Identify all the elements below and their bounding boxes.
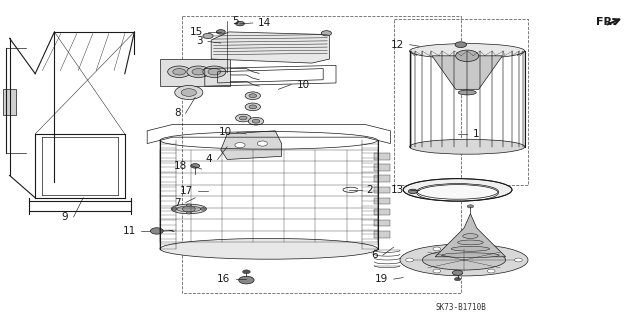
Ellipse shape bbox=[177, 206, 201, 212]
Text: FR.: FR. bbox=[596, 17, 617, 27]
Bar bbox=[394, 19, 528, 185]
Circle shape bbox=[191, 164, 200, 168]
Circle shape bbox=[467, 205, 474, 208]
Bar bbox=[374, 198, 390, 204]
Circle shape bbox=[257, 141, 268, 146]
Circle shape bbox=[249, 94, 257, 98]
Circle shape bbox=[239, 116, 247, 120]
Circle shape bbox=[321, 31, 332, 36]
Bar bbox=[160, 59, 230, 86]
Circle shape bbox=[236, 114, 251, 122]
Text: 8: 8 bbox=[174, 108, 180, 118]
Text: 17: 17 bbox=[180, 186, 193, 197]
Circle shape bbox=[236, 21, 244, 26]
Text: SK73-B1710B: SK73-B1710B bbox=[435, 303, 486, 312]
Circle shape bbox=[203, 66, 226, 78]
Circle shape bbox=[150, 228, 163, 234]
Circle shape bbox=[181, 89, 196, 96]
Circle shape bbox=[172, 208, 177, 210]
Text: 7: 7 bbox=[174, 197, 180, 208]
Circle shape bbox=[245, 103, 260, 111]
Polygon shape bbox=[211, 32, 330, 63]
Circle shape bbox=[168, 66, 191, 78]
Circle shape bbox=[200, 208, 205, 210]
Circle shape bbox=[239, 276, 254, 284]
Text: 10: 10 bbox=[218, 127, 232, 137]
Circle shape bbox=[408, 189, 417, 194]
Bar bbox=[3, 89, 16, 115]
Ellipse shape bbox=[463, 234, 478, 239]
Circle shape bbox=[186, 204, 191, 206]
Text: 19: 19 bbox=[375, 274, 388, 284]
Circle shape bbox=[433, 247, 440, 251]
Ellipse shape bbox=[410, 44, 525, 58]
Circle shape bbox=[456, 50, 479, 62]
Circle shape bbox=[208, 69, 221, 75]
Text: 6: 6 bbox=[371, 250, 378, 260]
Ellipse shape bbox=[458, 90, 476, 95]
Bar bbox=[374, 220, 390, 226]
Text: 12: 12 bbox=[391, 40, 404, 50]
Text: 2: 2 bbox=[367, 185, 373, 195]
Polygon shape bbox=[435, 214, 506, 257]
Text: 5: 5 bbox=[232, 16, 239, 26]
Bar bbox=[374, 153, 390, 160]
Polygon shape bbox=[432, 56, 502, 89]
Circle shape bbox=[192, 69, 205, 75]
Circle shape bbox=[488, 247, 495, 251]
Circle shape bbox=[248, 117, 264, 125]
Ellipse shape bbox=[451, 247, 490, 251]
Text: 1: 1 bbox=[472, 129, 479, 139]
Ellipse shape bbox=[400, 244, 528, 276]
Ellipse shape bbox=[403, 179, 512, 201]
Text: 14: 14 bbox=[258, 18, 271, 28]
Polygon shape bbox=[221, 131, 282, 160]
Ellipse shape bbox=[442, 253, 499, 258]
Circle shape bbox=[203, 33, 213, 39]
Text: 15: 15 bbox=[189, 27, 203, 37]
Ellipse shape bbox=[410, 139, 525, 154]
Circle shape bbox=[175, 85, 203, 100]
Bar bbox=[374, 209, 390, 215]
Circle shape bbox=[249, 105, 257, 109]
Text: 18: 18 bbox=[173, 161, 187, 171]
Bar bbox=[374, 187, 390, 193]
Text: 3: 3 bbox=[196, 36, 203, 47]
Ellipse shape bbox=[417, 185, 499, 201]
Circle shape bbox=[243, 270, 250, 274]
Text: 9: 9 bbox=[62, 212, 68, 222]
Ellipse shape bbox=[458, 240, 483, 245]
Bar bbox=[374, 175, 390, 182]
Text: 16: 16 bbox=[217, 274, 230, 284]
Circle shape bbox=[455, 42, 467, 48]
Text: 13: 13 bbox=[391, 185, 404, 195]
Circle shape bbox=[488, 269, 495, 273]
Ellipse shape bbox=[172, 204, 206, 214]
Ellipse shape bbox=[160, 239, 378, 259]
Ellipse shape bbox=[422, 250, 506, 270]
Circle shape bbox=[216, 30, 225, 34]
Circle shape bbox=[406, 258, 413, 262]
Bar bbox=[374, 164, 390, 171]
Circle shape bbox=[452, 270, 463, 275]
Circle shape bbox=[245, 92, 260, 100]
Circle shape bbox=[235, 143, 245, 148]
Circle shape bbox=[515, 258, 522, 262]
Circle shape bbox=[454, 278, 461, 281]
Text: 11: 11 bbox=[122, 226, 136, 236]
Bar bbox=[374, 231, 390, 238]
Circle shape bbox=[252, 119, 260, 123]
Circle shape bbox=[187, 66, 210, 78]
Circle shape bbox=[173, 69, 186, 75]
Circle shape bbox=[186, 211, 191, 214]
Circle shape bbox=[182, 206, 195, 212]
Circle shape bbox=[433, 269, 440, 273]
Text: 4: 4 bbox=[206, 154, 212, 165]
Text: 10: 10 bbox=[296, 79, 310, 90]
Bar bbox=[182, 16, 461, 293]
